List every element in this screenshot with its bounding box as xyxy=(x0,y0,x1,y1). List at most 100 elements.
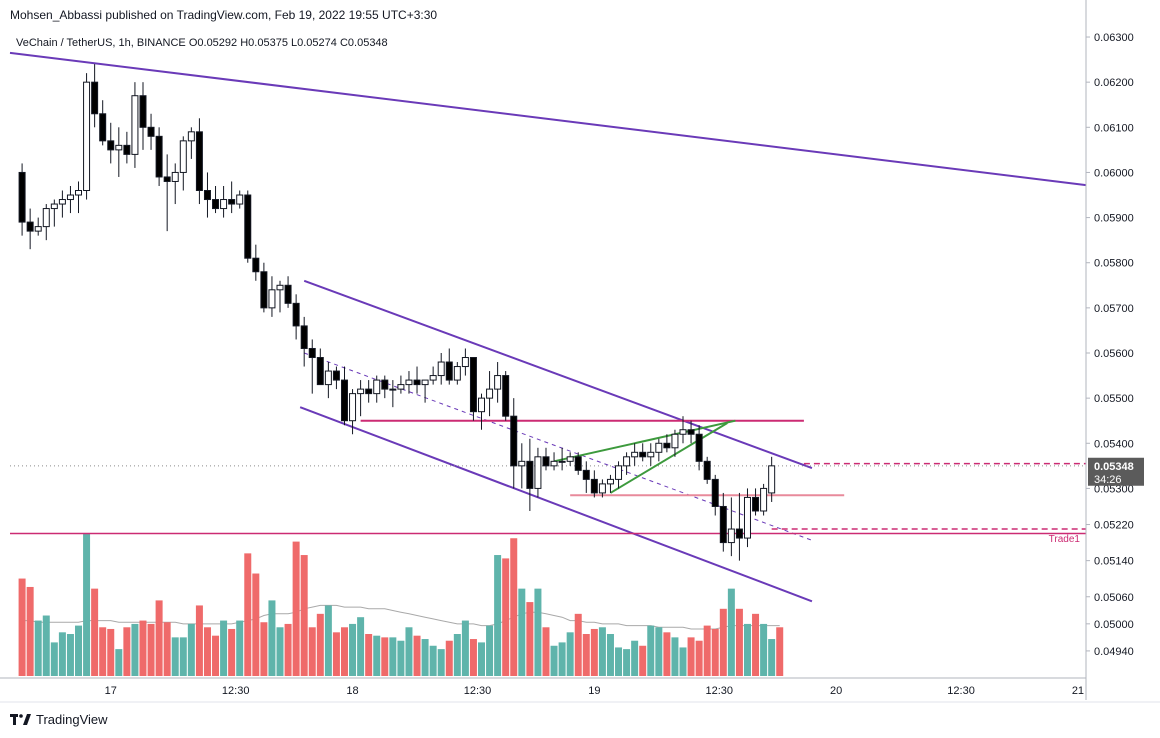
candle-body xyxy=(42,208,50,228)
price-tick-label: 0.05220 xyxy=(1094,520,1134,532)
price-tick-label: 0.05600 xyxy=(1094,348,1134,360)
volume-bar xyxy=(42,615,50,676)
volume-bar xyxy=(510,538,518,676)
candle-body xyxy=(719,505,727,544)
wedge-lower-line xyxy=(609,422,728,494)
candle-body xyxy=(735,528,743,539)
candle-body xyxy=(147,126,155,137)
price-tick-label: 0.05700 xyxy=(1094,303,1134,315)
volume-bar xyxy=(615,647,623,676)
volume-bar xyxy=(606,634,614,676)
volume-bar xyxy=(397,640,405,676)
candle-body xyxy=(340,379,348,422)
volume-bar xyxy=(695,640,703,676)
candle-body xyxy=(590,478,598,494)
candle-body xyxy=(18,171,26,223)
volume-bar xyxy=(99,627,107,676)
price-tick-label: 0.05300 xyxy=(1094,483,1134,495)
candle-body xyxy=(574,456,582,471)
candle-body xyxy=(598,483,606,494)
volume-bar xyxy=(671,637,679,676)
candle-body xyxy=(107,140,115,151)
volume-bar xyxy=(582,634,590,676)
volume-bar xyxy=(776,627,784,676)
candle-body xyxy=(292,302,300,327)
candle-body xyxy=(615,465,623,480)
time-tick-label: 21 xyxy=(1072,685,1084,697)
candle-body xyxy=(486,388,494,399)
volume-bar xyxy=(526,602,534,676)
candle-body xyxy=(163,176,171,182)
candle-body xyxy=(308,347,316,359)
volume-bar xyxy=(260,622,268,676)
volume-bar xyxy=(268,600,276,676)
candle-body xyxy=(437,361,445,377)
time-tick-label: 18 xyxy=(346,685,358,697)
volume-bar xyxy=(752,613,760,676)
channel-mid-line xyxy=(304,352,813,541)
volume-bar xyxy=(494,555,502,676)
channel-bottom-line xyxy=(299,406,813,603)
candle-body xyxy=(413,379,421,386)
candle-body xyxy=(316,357,324,386)
volume-bar xyxy=(647,625,655,676)
price-tick-label: 0.05900 xyxy=(1094,213,1134,225)
candle-body xyxy=(220,199,228,210)
volume-bar xyxy=(276,627,284,676)
volume-bar xyxy=(155,600,163,676)
volume-bar xyxy=(324,605,332,676)
wedge-upper-line xyxy=(553,419,736,463)
candle-body xyxy=(405,379,413,386)
candle-body xyxy=(655,442,663,453)
volume-bar xyxy=(623,649,631,676)
legend-segment: C xyxy=(340,37,348,49)
candle-body xyxy=(606,478,614,485)
time-tick-label: 12:30 xyxy=(464,685,492,697)
candle-body xyxy=(743,496,751,539)
volume-bar xyxy=(437,649,445,676)
volume-bar xyxy=(679,647,687,676)
candle-body xyxy=(389,388,397,391)
volume-bar xyxy=(26,586,34,676)
candle-body xyxy=(212,199,220,210)
candle-body xyxy=(276,284,284,291)
candle-body xyxy=(631,451,639,458)
volume-bar xyxy=(131,623,139,676)
current-price-label: 0.05348 xyxy=(1094,461,1134,473)
candle-body xyxy=(228,199,236,205)
volume-bar xyxy=(349,623,357,676)
volume-bar xyxy=(107,628,115,676)
volume-bar xyxy=(300,555,308,676)
candle-body xyxy=(647,451,655,458)
volume-bar xyxy=(308,627,316,676)
legend-segment: VeChain / TetherUS, 1h, BINANCE xyxy=(16,37,189,49)
volume-bar xyxy=(83,533,91,676)
volume-bar xyxy=(332,632,340,676)
candle-body xyxy=(478,397,486,413)
candle-body xyxy=(131,95,139,155)
candle-body xyxy=(711,478,719,507)
candle-body xyxy=(381,379,389,390)
candles-layer xyxy=(18,64,776,561)
volume-bar xyxy=(357,617,365,676)
time-tick-label: 17 xyxy=(105,685,117,697)
volume-bar xyxy=(66,634,74,676)
time-tick-label: 19 xyxy=(588,685,600,697)
volume-bar xyxy=(703,625,711,676)
volume-bar xyxy=(639,645,647,676)
volume-bar xyxy=(139,620,147,676)
candle-body xyxy=(671,433,679,449)
candle-body xyxy=(695,433,703,462)
volume-bar xyxy=(429,645,437,676)
price-axis: 0.06300 0.06200 0.06100 0.06000 0.05900 0.058… xyxy=(1085,0,1144,700)
candle-body xyxy=(195,131,203,191)
time-tick-label: 12:30 xyxy=(222,685,250,697)
volume-bars-layer xyxy=(18,533,784,676)
candle-body xyxy=(429,375,437,381)
volume-bar xyxy=(34,620,42,676)
drawings-layer: Trade1 xyxy=(9,51,1087,603)
volume-bar xyxy=(542,627,550,676)
volume-bar xyxy=(212,635,220,676)
candle-body xyxy=(252,257,260,273)
